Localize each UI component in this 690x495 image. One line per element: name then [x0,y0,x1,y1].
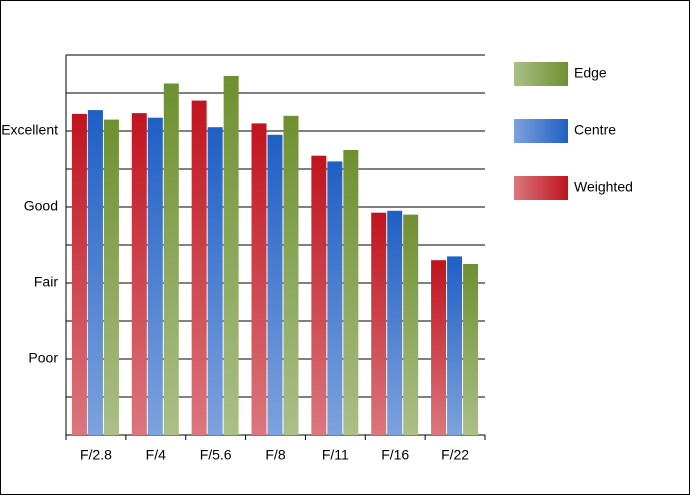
bar [223,75,239,436]
bar [267,134,283,436]
x-tick-label: F/5.6 [200,447,232,463]
bar [207,127,223,435]
x-tick-label: F/8 [265,447,285,463]
bar [87,110,103,435]
legend-swatch [514,176,568,200]
bar [147,117,163,435]
legend-label: Edge [574,65,607,81]
y-tick-label: Good [24,198,58,214]
x-tick-label: F/11 [322,447,349,463]
x-tick-label: F/16 [381,447,409,463]
bar [103,119,119,435]
bar [387,210,403,435]
legend-label: Weighted [574,179,633,195]
bar [283,115,299,436]
y-tick-label: Fair [34,274,58,290]
bar [447,256,463,435]
y-tick-label: Poor [28,350,58,366]
legend-swatch [514,119,568,143]
bar [163,83,179,435]
bar [131,113,147,435]
bar [431,260,447,435]
legend-label: Centre [574,122,616,138]
bar [71,113,87,436]
x-tick-label: F/2.8 [80,447,112,463]
y-tick-label: Excellent [1,122,58,138]
bar [191,100,207,435]
x-tick-label: F/22 [441,447,469,463]
bar [403,214,419,435]
bar [343,150,359,435]
bar [327,161,343,435]
bar [251,123,267,436]
legend-swatch [514,62,568,86]
x-tick-label: F/4 [146,447,166,463]
bar [311,155,327,435]
bar [463,264,479,435]
bar [371,212,387,435]
